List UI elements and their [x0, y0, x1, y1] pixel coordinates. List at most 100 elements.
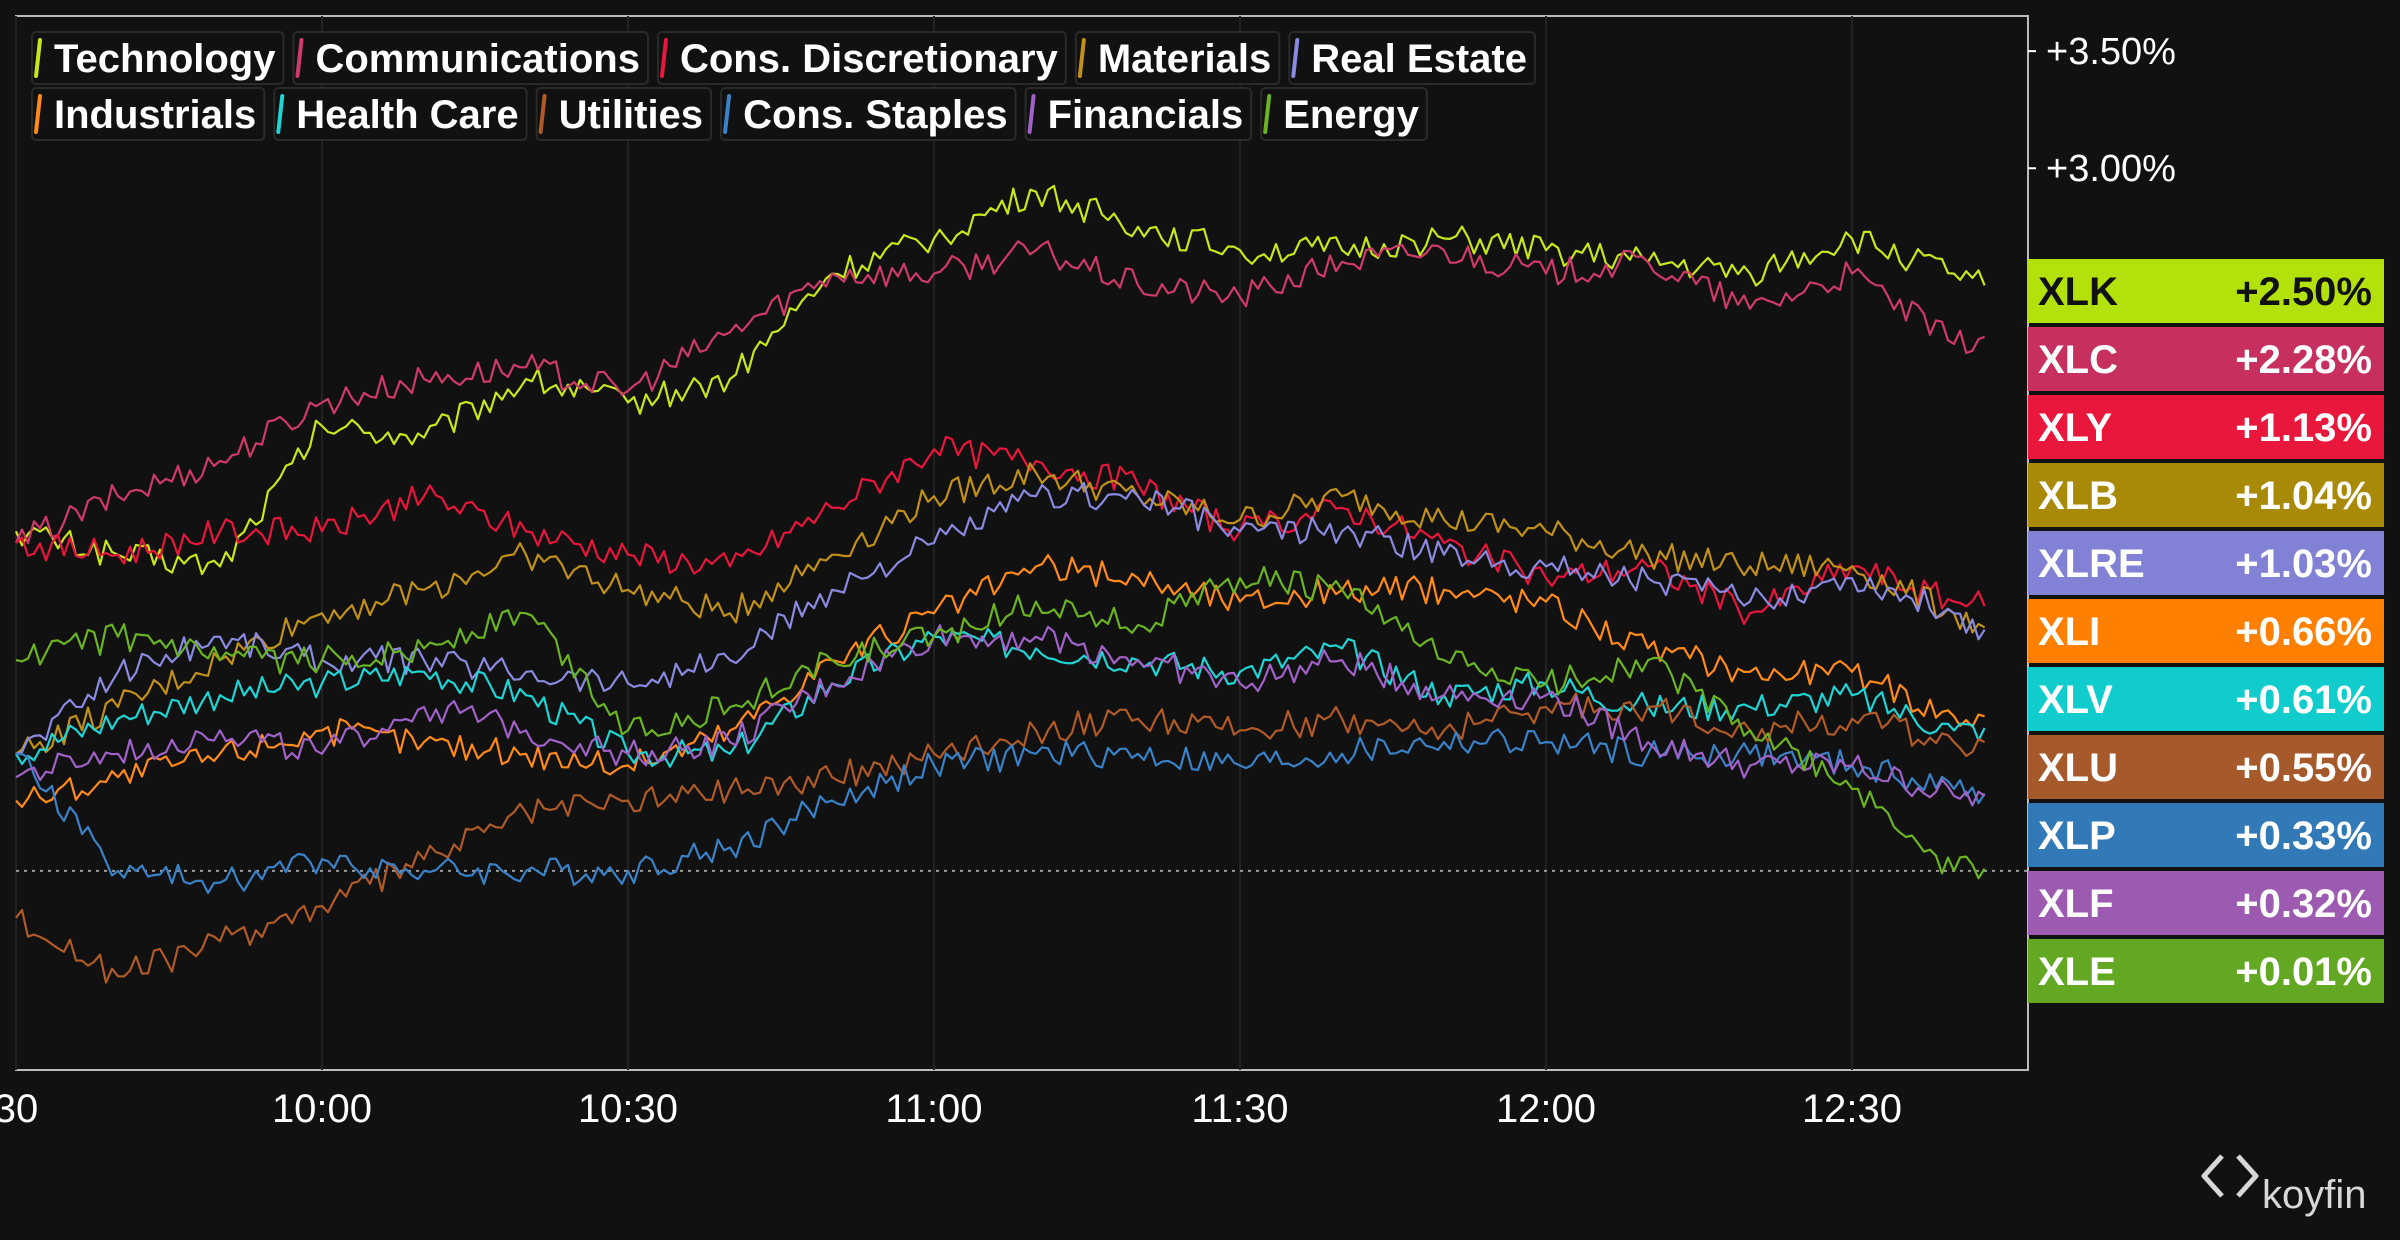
- legend-item-xlc[interactable]: Communications: [292, 31, 649, 85]
- value-label-bg: [2028, 735, 2384, 799]
- value-label-ticker: XLY: [2038, 406, 2112, 450]
- legend-item-box: [1074, 31, 1281, 85]
- legend-item-label: Financials: [1048, 93, 1244, 137]
- legend-item-box: [273, 87, 528, 141]
- legend-swatch: [723, 94, 732, 134]
- value-label-value: +0.55%: [2235, 746, 2372, 790]
- legend-item-label: Utilities: [559, 93, 703, 137]
- legend-item-label: Industrials: [54, 93, 256, 137]
- value-label-xlu: XLU +0.55%: [2028, 735, 2384, 799]
- value-label-xle: XLE +0.01%: [2028, 939, 2384, 1003]
- x-tick-label: 10:30: [578, 1087, 678, 1131]
- value-label-xlc: XLC +2.28%: [2028, 327, 2384, 391]
- legend-swatch: [659, 38, 668, 78]
- legend-item-xlb[interactable]: Materials: [1074, 31, 1281, 85]
- value-label-ticker: XLP: [2038, 814, 2116, 858]
- legend-item-xly[interactable]: Cons. Discretionary: [656, 31, 1067, 85]
- legend-item-box: [1260, 87, 1428, 141]
- series-line-xle: [15, 565, 1986, 880]
- value-label-ticker: XLC: [2038, 338, 2118, 382]
- value-label-ticker: XLI: [2038, 610, 2100, 654]
- value-label-bg: [2028, 395, 2384, 459]
- legend-swatch: [1291, 38, 1300, 78]
- value-label-bg: [2028, 327, 2384, 391]
- legend-swatch: [538, 94, 547, 134]
- koyfin-logo-icon: [2201, 1154, 2259, 1198]
- value-label-xlre: XLRE +1.03%: [2028, 531, 2384, 595]
- legend-item-xlp[interactable]: Cons. Staples: [720, 87, 1017, 141]
- y-tick-label: +3.50%: [2046, 31, 2176, 73]
- legend-item-label: Communications: [315, 37, 639, 81]
- koyfin-logo[interactable]: koyfin: [2201, 1154, 2367, 1217]
- value-label-bg: [2028, 939, 2384, 1003]
- legend-item-label: Materials: [1098, 37, 1271, 81]
- koyfin-brand-text: koyfin: [2262, 1173, 2367, 1217]
- value-label-bg: [2028, 871, 2384, 935]
- series-line-xlv: [15, 627, 1986, 768]
- x-tick-label: 12:00: [1496, 1087, 1596, 1131]
- legend-item-box: [656, 31, 1067, 85]
- value-label-xlf: XLF +0.32%: [2028, 871, 2384, 935]
- value-label-value: +1.04%: [2235, 474, 2372, 518]
- value-label-ticker: XLRE: [2038, 542, 2145, 586]
- legend-item-xlv[interactable]: Health Care: [273, 87, 528, 141]
- value-label-ticker: XLB: [2038, 474, 2118, 518]
- y-tick-label: +3.00%: [2046, 148, 2176, 190]
- value-label-bg: [2028, 667, 2384, 731]
- legend-item-box: [31, 87, 266, 141]
- x-tick-label: 11:00: [885, 1087, 982, 1131]
- legend-swatch: [34, 94, 42, 134]
- legend-item-label: Real Estate: [1311, 37, 1527, 81]
- legend-item-xlf[interactable]: Financials: [1024, 87, 1253, 141]
- legend-item-box: [1288, 31, 1536, 85]
- value-label-value: +0.66%: [2235, 610, 2372, 654]
- legend-swatch: [295, 38, 304, 78]
- value-label-bg: [2028, 803, 2384, 867]
- legend-item-box: [720, 87, 1017, 141]
- series-line-xli: [15, 553, 1985, 809]
- legend-swatch: [1263, 94, 1272, 134]
- value-label-ticker: XLK: [2038, 270, 2118, 314]
- legend-item-box: [1024, 87, 1253, 141]
- series-line-xlc: [14, 240, 1985, 545]
- legend-item-label: Energy: [1283, 93, 1419, 137]
- legend-swatch: [1077, 38, 1086, 78]
- value-label-xly: XLY +1.13%: [2028, 395, 2384, 459]
- value-label-bg: [2028, 599, 2384, 663]
- gridlines: [15, 16, 1853, 1070]
- legend-item-box: [292, 31, 649, 85]
- x-axis-ticks: 30 10:00 10:30 11:00 11:30 12:00 12:30: [0, 1087, 1902, 1131]
- value-label-bg: [2028, 259, 2384, 323]
- legend-item-box: [31, 31, 285, 85]
- series-line-xlu: [15, 692, 1986, 984]
- x-tick-label: 30: [0, 1087, 38, 1131]
- x-tick-label: 12:30: [1802, 1087, 1902, 1131]
- series-line-xlb: [15, 462, 1986, 755]
- legend-item-xli[interactable]: Industrials: [31, 87, 266, 141]
- legend-item-xlk[interactable]: Technology: [31, 31, 285, 85]
- x-tick-label: 10:00: [272, 1087, 372, 1131]
- value-label-value: +0.33%: [2235, 814, 2372, 858]
- value-label-ticker: XLE: [2038, 950, 2116, 994]
- legend-item-xlu[interactable]: Utilities: [535, 87, 713, 141]
- legend-swatch: [1027, 94, 1036, 134]
- value-label-value: +1.13%: [2235, 406, 2372, 450]
- legend-swatch: [276, 94, 285, 134]
- value-label-xli: XLI +0.66%: [2028, 599, 2384, 663]
- value-label-xlv: XLV +0.61%: [2028, 667, 2384, 731]
- value-label-bg: [2028, 463, 2384, 527]
- last-value-labels: XLK +2.50% XLC +2.28% XLY +1.13% XLB +1.04% XLRE…: [2028, 259, 2384, 1003]
- legend-item-xlre[interactable]: Real Estate: [1288, 31, 1536, 85]
- value-label-value: +0.32%: [2235, 882, 2372, 926]
- y-axis-ticks: +3.50% +3.00%: [2028, 31, 2176, 190]
- value-label-value: +0.01%: [2235, 950, 2372, 994]
- legend-item-label: Technology: [54, 37, 276, 81]
- legend-item-xle[interactable]: Energy: [1260, 87, 1428, 141]
- legend-item-label: Cons. Discretionary: [680, 37, 1059, 81]
- value-label-ticker: XLU: [2038, 746, 2118, 790]
- value-label-value: +2.50%: [2235, 270, 2372, 314]
- series-line-xlp: [15, 728, 1986, 895]
- legend-swatch: [34, 38, 42, 78]
